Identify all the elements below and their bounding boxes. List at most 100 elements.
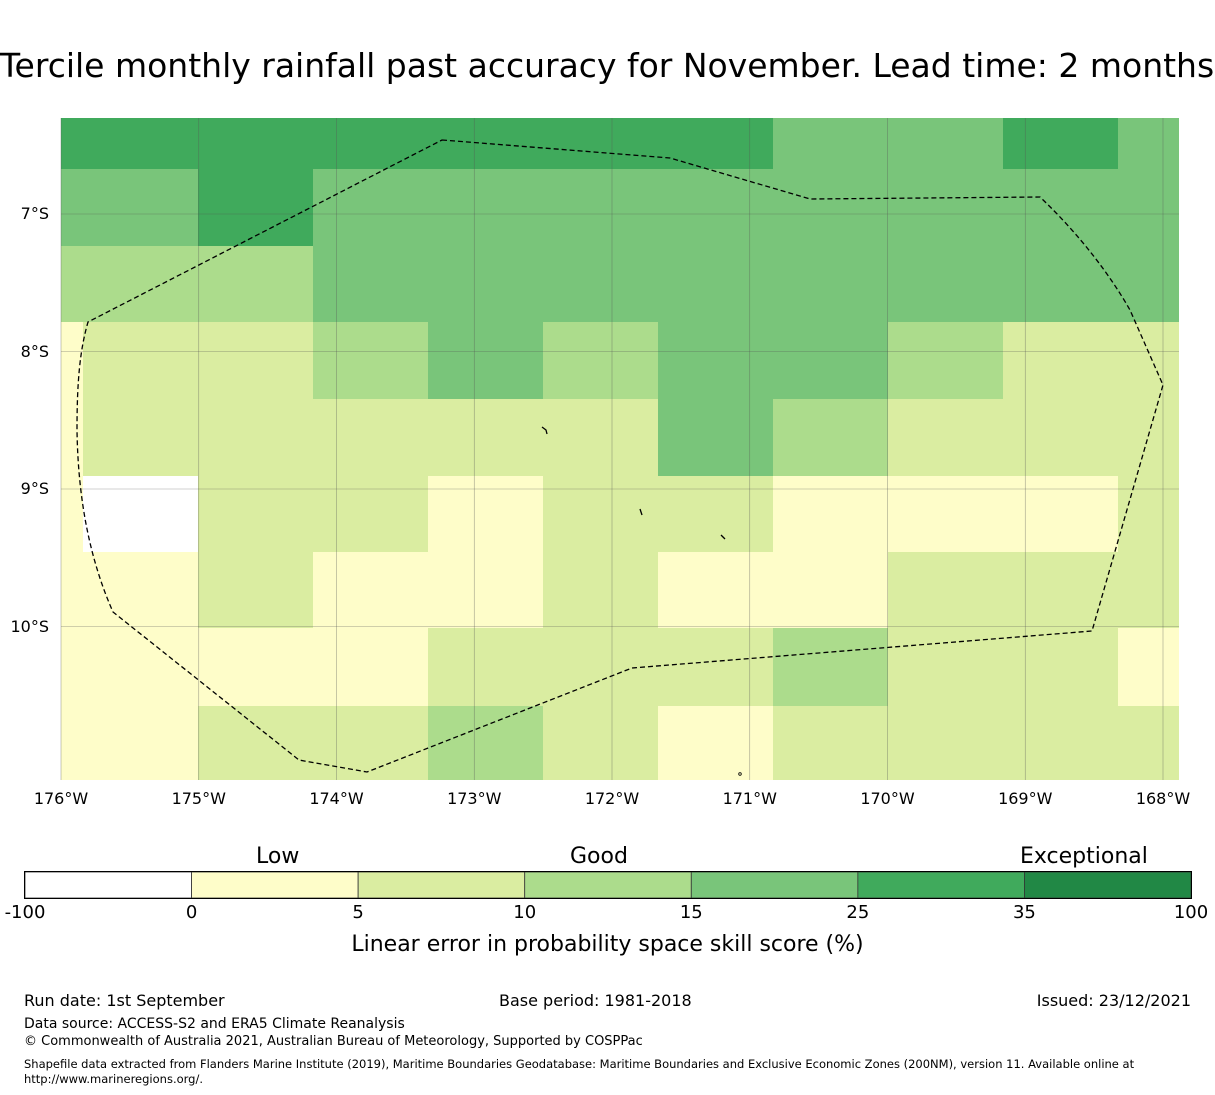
grid-cell [61, 118, 198, 169]
grid-cell [888, 322, 1003, 399]
colorbar-frame [24, 871, 1192, 899]
grid-cell [61, 246, 198, 322]
longitude-label: 169°W [998, 789, 1053, 808]
grid-cell [888, 552, 1003, 628]
colorbar-tick-label: 5 [352, 902, 364, 923]
category-low: Low [256, 844, 300, 869]
grid-cell [313, 322, 428, 399]
grid-cell [313, 552, 428, 628]
data-source: Data source: ACCESS-S2 and ERA5 Climate … [24, 1016, 405, 1032]
grid-cell [198, 399, 313, 476]
grid-cell [658, 169, 773, 246]
grid-cell [658, 322, 773, 399]
grid-cell [61, 706, 198, 780]
grid-cell [658, 628, 773, 706]
grid-cell [658, 399, 773, 476]
colorbar-title: Linear error in probability space skill … [351, 932, 864, 957]
grid-cell [773, 246, 888, 322]
grid-cell [428, 628, 543, 706]
grid-cell [888, 169, 1003, 246]
grid-cell [198, 246, 313, 322]
latitude-label: 10°S [10, 616, 49, 636]
grid-cell [1118, 246, 1179, 322]
grid-cell [543, 552, 658, 628]
grid-cell [658, 706, 773, 780]
grid-cell [888, 246, 1003, 322]
copyright: © Commonwealth of Australia 2021, Austra… [24, 1034, 643, 1049]
run-date: Run date: 1st September [24, 991, 225, 1010]
graticule [60, 118, 1179, 780]
grid-cell [1118, 322, 1179, 399]
grid-cell [1003, 246, 1118, 322]
category-exceptional: Exceptional [1020, 844, 1148, 869]
grid-cell [543, 706, 658, 780]
latitude-label: 7°S [20, 204, 49, 223]
grid-cell [61, 552, 198, 628]
colorbar-bin [524, 871, 692, 899]
colorbar-bin [857, 871, 1025, 899]
grid-cell [773, 476, 888, 552]
colorbar-bin [1024, 871, 1192, 899]
grid-cell [428, 476, 543, 552]
grid-cell [1118, 169, 1179, 246]
grid-cell [313, 246, 428, 322]
grid-cell [1118, 476, 1179, 552]
shapefile-credit: Shapefile data extracted from Flanders M… [24, 1057, 1135, 1086]
grid-cell [61, 322, 198, 399]
grid-cell [313, 476, 428, 552]
grid-cell [61, 628, 198, 706]
grid-cell [888, 118, 1003, 169]
island [541, 426, 548, 435]
grid-cell [428, 322, 543, 399]
colorbar-tick-label: 10 [513, 902, 537, 923]
grid-cell [888, 628, 1003, 706]
grid-cell [1118, 552, 1179, 628]
latitude-label: 8°S [20, 341, 49, 361]
category-good: Good [570, 844, 628, 869]
colorbar-tick-label: -100 [4, 902, 46, 923]
colorbar-tick-label: 15 [679, 902, 703, 923]
grid-cell [61, 322, 83, 552]
grid-cell [658, 552, 773, 628]
longitude-label: 176°W [33, 789, 89, 808]
grid-cell [1003, 552, 1118, 628]
longitude-label: 170°W [860, 789, 915, 808]
grid-cell [658, 246, 773, 322]
grid-cell [313, 118, 428, 169]
skill-grid [61, 118, 1179, 780]
grid-cell [1118, 706, 1179, 780]
issued-date: Issued: 23/12/2021 [1036, 991, 1191, 1010]
grid-cell [773, 399, 888, 476]
grid-cell [428, 706, 543, 780]
grid-cell [1003, 322, 1118, 399]
grid-cell [313, 628, 428, 706]
grid-cell [198, 552, 313, 628]
island [738, 772, 742, 776]
grid-cell [773, 118, 888, 169]
grid-cell [773, 628, 888, 706]
colorbar-tick-label: 0 [185, 902, 198, 923]
grid-cell [1118, 118, 1179, 169]
grid-cell [428, 246, 543, 322]
grid-cell [543, 322, 658, 399]
grid-cell [198, 628, 313, 706]
grid-cell [198, 706, 313, 780]
eez-boundary [76, 139, 1164, 773]
grid-cell [1003, 706, 1118, 780]
longitude-label: 173°W [447, 789, 502, 808]
grid-cell [1118, 628, 1179, 706]
grid-cell [198, 322, 313, 399]
grid-cell [313, 169, 428, 246]
grid-cell [198, 476, 313, 552]
colorbar-bin [24, 871, 192, 899]
island [639, 508, 643, 516]
grid-cell [428, 552, 543, 628]
longitude-label: 171°W [722, 789, 777, 808]
colorbar-tick-label: 100 [1173, 902, 1209, 923]
grid-cell [658, 476, 773, 552]
grid-cell [1003, 169, 1118, 246]
island [720, 534, 726, 540]
grid-cell [543, 169, 658, 246]
grid-cell [1003, 118, 1118, 169]
grid-cell [428, 169, 543, 246]
